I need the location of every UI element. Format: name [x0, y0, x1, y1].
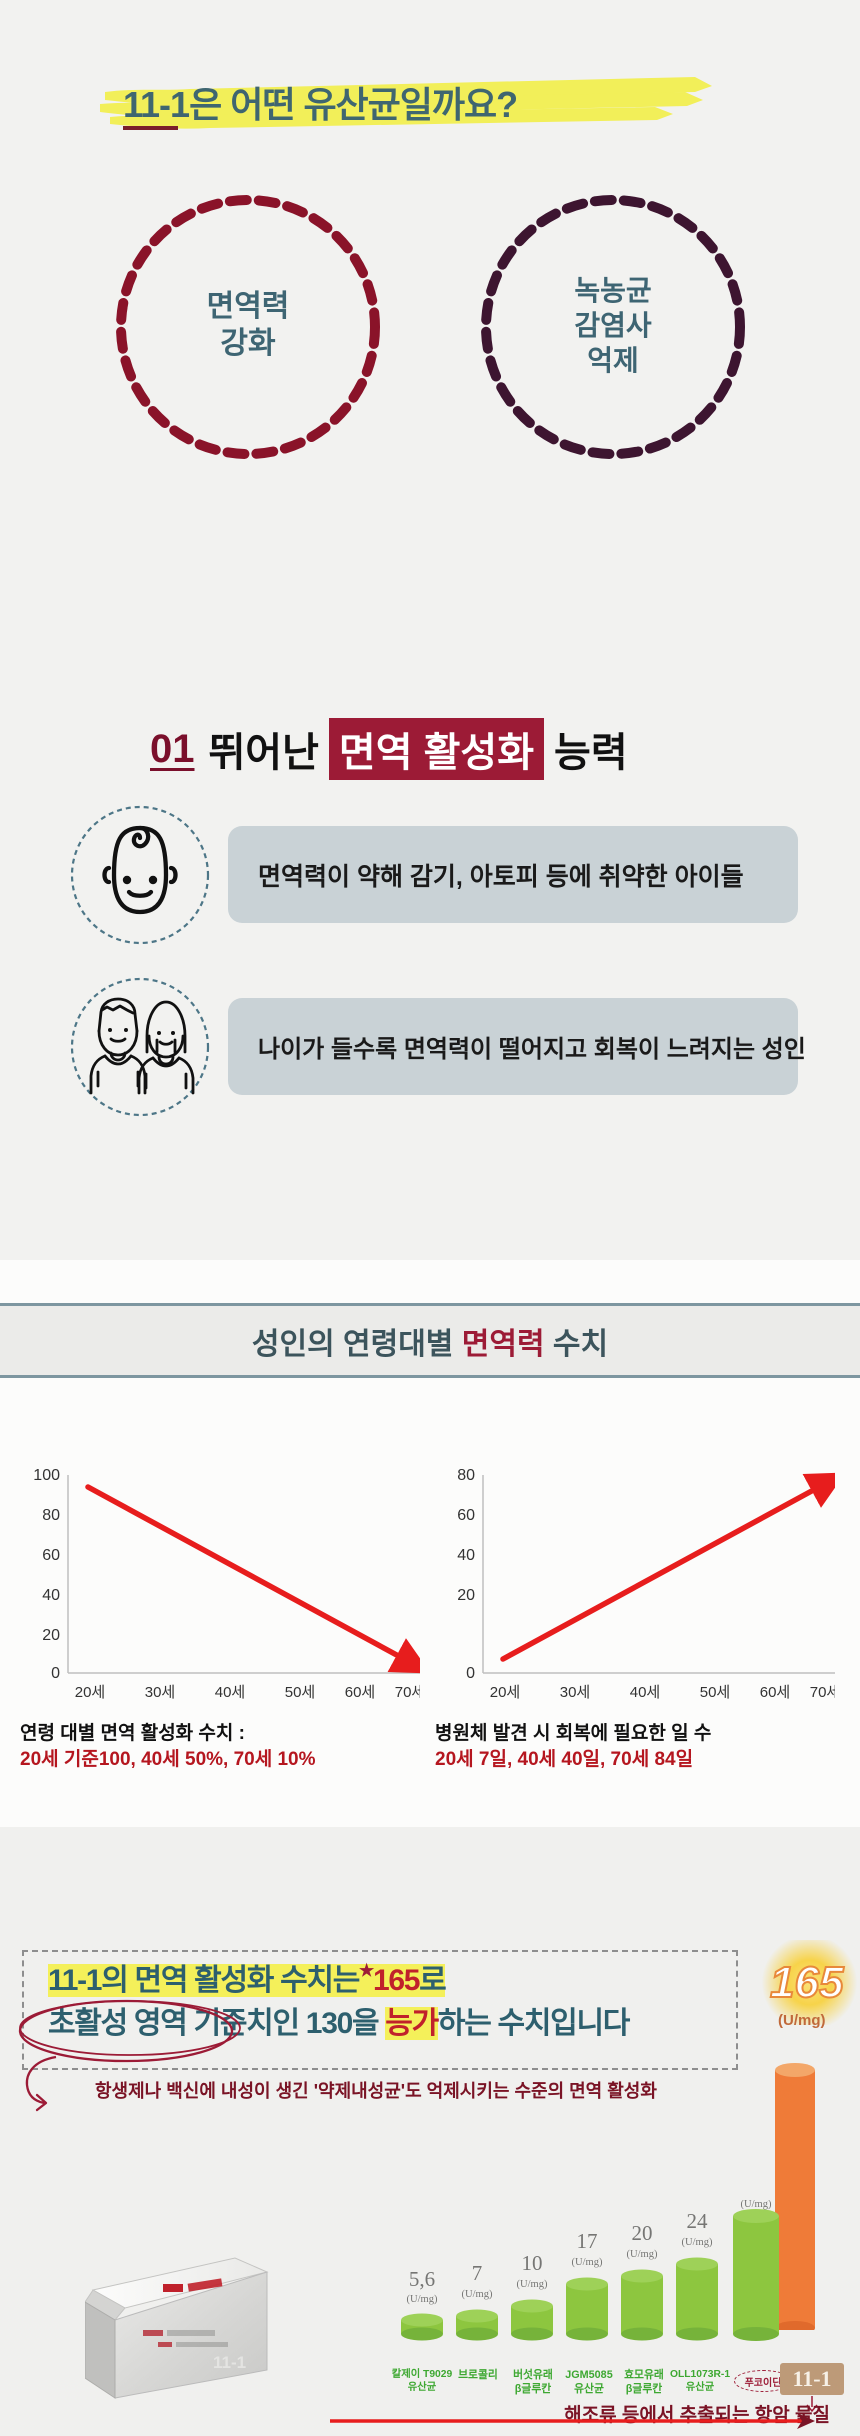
svg-text:30세: 30세: [560, 1684, 591, 1701]
svg-text:60세: 60세: [345, 1684, 376, 1701]
svg-text:40: 40: [42, 1587, 60, 1604]
svg-text:40세: 40세: [630, 1684, 661, 1701]
svg-text:(U/mg): (U/mg): [462, 2289, 493, 2300]
svg-text:20: 20: [457, 1587, 475, 1604]
svg-text:(U/mg): (U/mg): [682, 2237, 713, 2248]
svg-text:(U/mg): (U/mg): [627, 2249, 658, 2260]
svg-text:60세: 60세: [760, 1684, 791, 1701]
svg-text:70세: 70세: [810, 1684, 835, 1701]
svg-text:(U/mg): (U/mg): [517, 2279, 548, 2290]
svg-text:80: 80: [42, 1507, 60, 1524]
svg-text:60: 60: [457, 1507, 475, 1524]
svg-text:30세: 30세: [145, 1684, 176, 1701]
svg-text:70세: 70세: [395, 1684, 420, 1701]
svg-text:20세: 20세: [75, 1684, 106, 1701]
svg-text:40: 40: [457, 1547, 475, 1564]
svg-text:0: 0: [466, 1665, 475, 1682]
svg-text:20: 20: [42, 1627, 60, 1644]
svg-text:50세: 50세: [700, 1684, 731, 1701]
svg-text:60: 60: [42, 1547, 60, 1564]
svg-text:100: 100: [33, 1467, 60, 1484]
svg-text:40세: 40세: [215, 1684, 246, 1701]
svg-text:24: 24: [687, 2209, 709, 2233]
svg-text:(U/mg): (U/mg): [572, 2257, 603, 2268]
svg-text:7: 7: [472, 2261, 483, 2285]
svg-text:0: 0: [51, 1665, 60, 1682]
svg-text:80: 80: [457, 1467, 475, 1484]
svg-text:17: 17: [577, 2229, 598, 2253]
svg-text:5,6: 5,6: [409, 2267, 435, 2291]
svg-text:(U/mg): (U/mg): [741, 2200, 772, 2210]
svg-text:20: 20: [632, 2221, 653, 2245]
svg-text:20세: 20세: [490, 1684, 521, 1701]
svg-text:10: 10: [522, 2251, 543, 2275]
svg-text:11-1: 11-1: [213, 2353, 246, 2372]
svg-text:(U/mg): (U/mg): [407, 2294, 438, 2305]
svg-text:50세: 50세: [285, 1684, 316, 1701]
